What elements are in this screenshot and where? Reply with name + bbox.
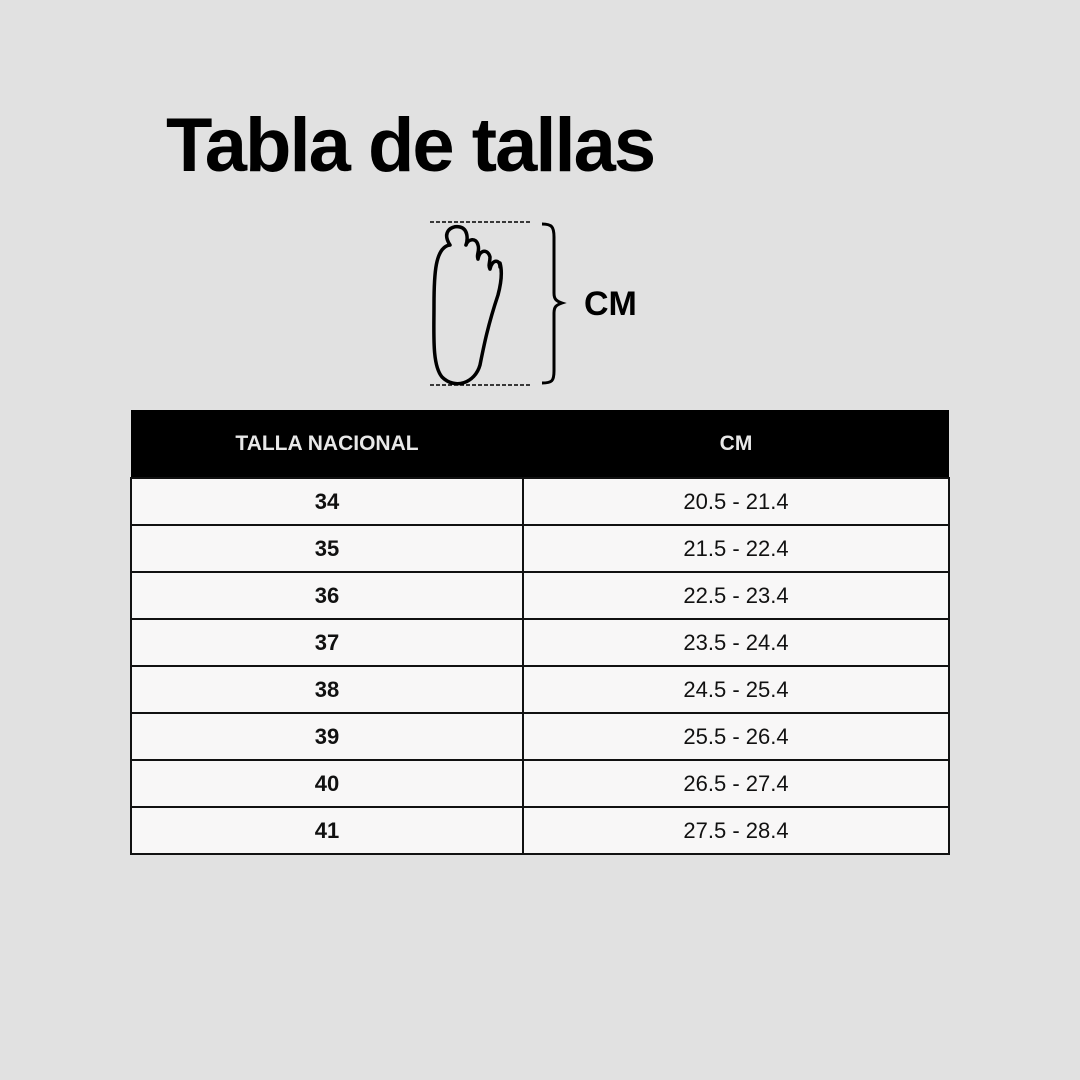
cm-cell: 26.5 - 27.4 (522, 759, 950, 808)
size-cell: 34 (130, 477, 524, 526)
size-cell: 37 (130, 618, 524, 667)
table-row: 36 22.5 - 23.4 (130, 571, 950, 620)
size-cell: 41 (130, 806, 524, 855)
page-title: Tabla de tallas (166, 103, 656, 188)
size-cell: 40 (130, 759, 524, 808)
table-row: 38 24.5 - 25.4 (130, 665, 950, 714)
size-cell: 39 (130, 712, 524, 761)
header-cm: CM (523, 410, 949, 478)
cm-cell: 25.5 - 26.4 (522, 712, 950, 761)
cm-cell: 24.5 - 25.4 (522, 665, 950, 714)
table-row: 39 25.5 - 26.4 (130, 712, 950, 761)
cm-cell: 23.5 - 24.4 (522, 618, 950, 667)
size-cell: 38 (130, 665, 524, 714)
size-table: TALLA NACIONAL CM 34 20.5 - 21.4 35 21.5 - … (130, 410, 950, 855)
table-row: 35 21.5 - 22.4 (130, 524, 950, 573)
table-row: 41 27.5 - 28.4 (130, 806, 950, 855)
cm-cell: 22.5 - 23.4 (522, 571, 950, 620)
table-row: 37 23.5 - 24.4 (130, 618, 950, 667)
cm-cell: 21.5 - 22.4 (522, 524, 950, 573)
size-cell: 35 (130, 524, 524, 573)
cm-cell: 20.5 - 21.4 (522, 477, 950, 526)
table-row: 34 20.5 - 21.4 (130, 477, 950, 526)
size-cell: 36 (130, 571, 524, 620)
foot-outline-icon (430, 221, 567, 386)
table-row: 40 26.5 - 27.4 (130, 759, 950, 808)
table-header-row: TALLA NACIONAL CM (131, 410, 949, 478)
measure-label: CM (584, 285, 637, 323)
header-size: TALLA NACIONAL (131, 410, 523, 478)
cm-cell: 27.5 - 28.4 (522, 806, 950, 855)
